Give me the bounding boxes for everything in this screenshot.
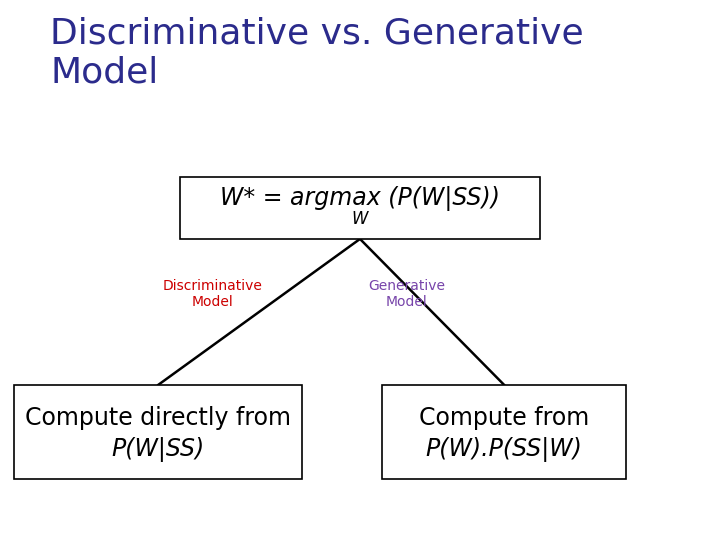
Text: P(W|SS): P(W|SS) <box>112 436 205 462</box>
FancyBboxPatch shape <box>382 384 626 480</box>
Text: W: W <box>352 210 368 228</box>
Text: Discriminative
Model: Discriminative Model <box>163 279 262 309</box>
Text: Discriminative vs. Generative
Model: Discriminative vs. Generative Model <box>50 16 584 90</box>
Text: Compute directly from: Compute directly from <box>25 406 292 430</box>
FancyBboxPatch shape <box>14 384 302 480</box>
Text: P(W).P(SS|W): P(W).P(SS|W) <box>426 436 582 462</box>
FancyBboxPatch shape <box>180 177 540 239</box>
Text: W* = argmax (P(W|SS)): W* = argmax (P(W|SS)) <box>220 186 500 211</box>
Text: Generative
Model: Generative Model <box>369 279 445 309</box>
Text: Compute from: Compute from <box>419 406 589 430</box>
